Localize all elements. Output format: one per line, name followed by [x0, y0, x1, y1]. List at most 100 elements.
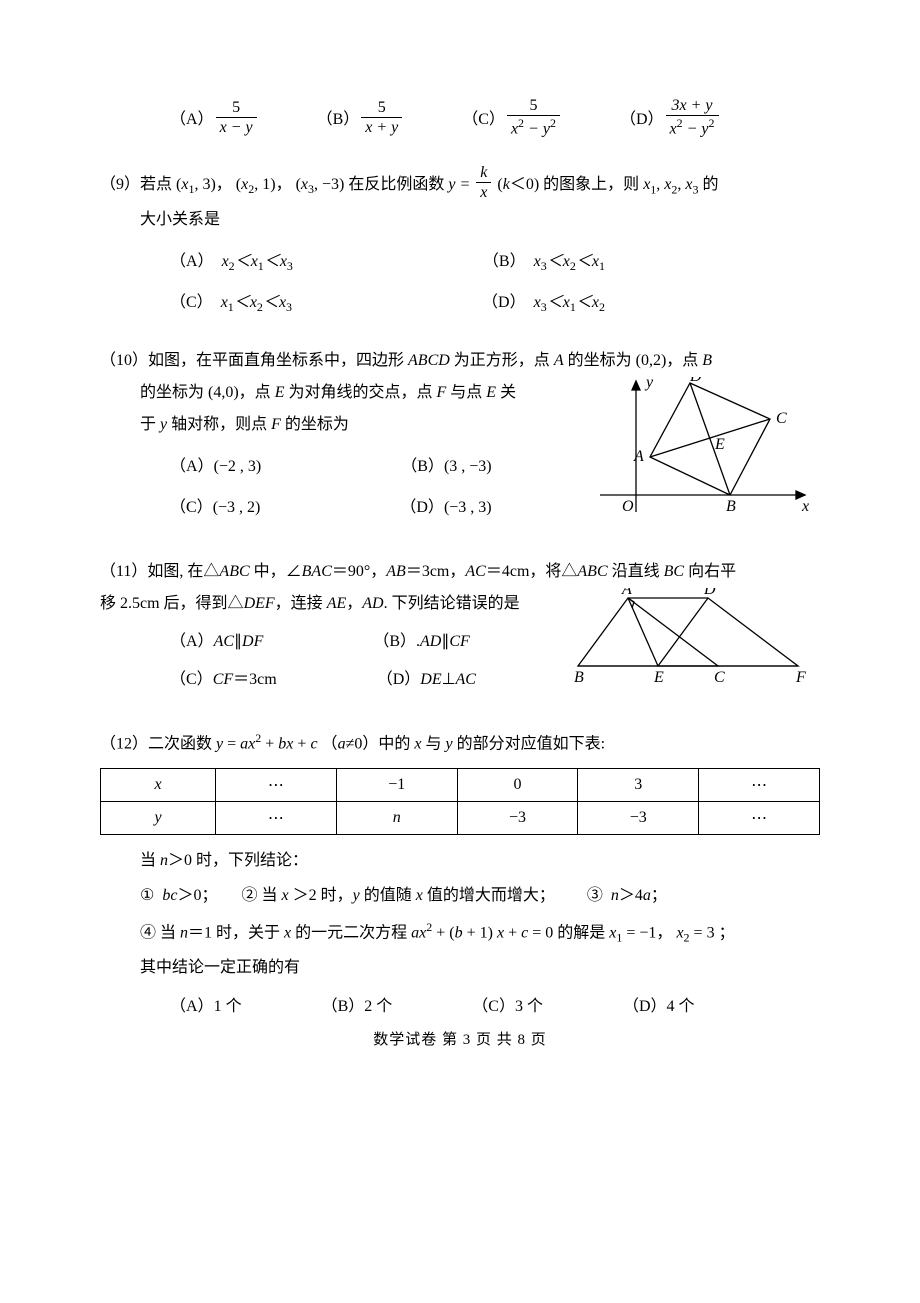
frac-den: x − y: [216, 118, 257, 137]
q12-conds-row1: ① bc＞0； ② 当 x ＞2 时，y 的值随 x 值的增大而增大； ③ n＞…: [100, 878, 820, 913]
q11-opt-b: （B）. AD ∥ CF: [373, 626, 469, 658]
point-a-label: A: [621, 588, 632, 598]
option-label: （B）: [322, 992, 365, 1016]
text: （9）若点: [100, 176, 172, 193]
text: 的: [703, 176, 719, 193]
sub: 2: [248, 182, 254, 196]
q12-line2: 当 n＞0 时，下列结论：: [100, 843, 820, 878]
option-label: （B）: [317, 105, 360, 129]
origin-label: O: [622, 498, 634, 515]
page-footer: 数学试卷 第 3 页 共 8 页: [100, 1028, 820, 1049]
sub: 3: [308, 182, 314, 196]
cond-2: ② 当 x ＞2 时，y 的值随 x 值的增大而增大；: [241, 887, 554, 904]
option-label: （C）: [462, 105, 505, 129]
option-label: （A）: [170, 105, 214, 129]
q12-stem: （12）二次函数 y = ax2 + bx + c （a≠0）中的 x 与 y …: [100, 726, 820, 760]
q9-stem-line1: （9）若点 (x1, 3)， (x2, 1)， (x3, −3) 在反比例函数 …: [100, 163, 820, 203]
q10-opt-a: （A） (−2 , 3): [170, 449, 261, 484]
q8-opt-c: （C） 5 x2 − y2: [462, 96, 562, 139]
q12-line3: 其中结论一定正确的有: [100, 950, 820, 985]
table-cell: n: [336, 802, 457, 835]
text: (k＜0) 的图象上，则: [497, 176, 643, 193]
table-cell: x: [101, 769, 216, 802]
option-label: （C）: [170, 285, 213, 320]
point-c-label: C: [776, 410, 787, 427]
frac-den: x2 − y2: [666, 116, 719, 139]
frac-num: k: [476, 163, 491, 183]
q12-cond-4: ④ 当 n＝1 时，关于 x 的一元二次方程 ax2 + (b + 1) x +…: [100, 914, 820, 951]
text: y =: [448, 176, 470, 193]
table-cell: −3: [457, 802, 578, 835]
option-label: （D）: [377, 664, 421, 696]
q12: （12）二次函数 y = ax2 + bx + c （a≠0）中的 x 与 y …: [100, 726, 820, 1016]
text: 在反比例函数: [348, 176, 448, 193]
point-c-label: C: [714, 669, 725, 686]
q8-opt-d: （D） 3x + y x2 − y2: [620, 96, 721, 139]
q11-opt-d: （D） DE⊥AC: [377, 664, 476, 696]
q10: （10）如图，在平面直角坐标系中，四边形 ABCD 为正方形，点 A 的坐标为 …: [100, 345, 820, 532]
q10-line1: （10）如图，在平面直角坐标系中，四边形 ABCD 为正方形，点 A 的坐标为 …: [100, 345, 820, 377]
q12-opt-c: （C） 3 个: [472, 992, 543, 1016]
q8-opt-a: （A） 5 x − y: [170, 98, 259, 137]
table-cell: −3: [578, 802, 699, 835]
option-label: （B）: [483, 244, 526, 279]
point-b-label: B: [726, 498, 736, 515]
frac-num: 5: [507, 96, 560, 116]
option-label: （A）: [170, 244, 214, 279]
q8-opt-b: （B） 5 x + y: [317, 98, 405, 137]
q11: （11）如图, 在△ABC 中，∠BAC＝90°，AB＝3cm，AC＝4cm，将…: [100, 556, 820, 702]
option-body: 2 个: [364, 992, 392, 1016]
option-label: （A）: [170, 992, 214, 1016]
table-cell: ⋯: [699, 769, 820, 802]
option-body: (3 , −3): [444, 449, 492, 484]
table-row: y ⋯ n −3 −3 ⋯: [101, 802, 820, 835]
q12-opt-d: （D） 4 个: [623, 992, 695, 1016]
frac-num: 5: [216, 98, 257, 118]
q11-line2: 移 2.5cm 后，得到△DEF，连接 AE，AD. 下列结论错误的是: [100, 588, 570, 620]
q11-figure: B E C F A D: [570, 588, 820, 693]
table-cell: y: [101, 802, 216, 835]
table-cell: ⋯: [699, 802, 820, 835]
q12-opt-a: （A） 1 个: [170, 992, 242, 1016]
q9: （9）若点 (x1, 3)， (x2, 1)， (x3, −3) 在反比例函数 …: [100, 163, 820, 321]
table-cell: ⋯: [216, 802, 337, 835]
q10-opt-d: （D） (−3 , 3): [400, 490, 491, 525]
frac-num: 5: [361, 98, 402, 118]
option-body: 3 个: [515, 992, 543, 1016]
q9-opt-d: （D） x3＜x1＜x2: [482, 285, 605, 321]
frac-den: x: [476, 183, 491, 202]
option-label: （D）: [482, 285, 526, 320]
option-body: 1 个: [214, 992, 242, 1016]
q9-opt-a: （A） x2＜x1＜x3: [170, 244, 293, 280]
point-b-label: B: [574, 669, 584, 686]
option-label: （D）: [623, 992, 667, 1016]
option-label: （C）: [170, 664, 213, 696]
table-cell: ⋯: [216, 769, 337, 802]
point-e-label: E: [653, 669, 664, 686]
cond-3: ③ n＞4a；: [587, 887, 667, 904]
option-body: 4 个: [667, 992, 695, 1016]
q12-table: x ⋯ −1 0 3 ⋯ y ⋯ n −3 −3 ⋯: [100, 768, 820, 835]
point-e-label: E: [714, 436, 725, 453]
frac-den: x2 − y2: [507, 116, 560, 139]
table-cell: 3: [578, 769, 699, 802]
q11-opt-a: （A） AC ∥ DF: [170, 626, 263, 658]
point-d-label: D: [703, 588, 716, 598]
q10-line3: 于 y 轴对称，则点 F 的坐标为: [100, 409, 590, 441]
q10-opt-b: （B） (3 , −3): [401, 449, 491, 484]
option-body: (−3 , 3): [444, 490, 492, 525]
table-row: x ⋯ −1 0 3 ⋯: [101, 769, 820, 802]
q10-figure: A B C D E O y x: [590, 377, 820, 532]
q9-opt-c: （C） x1＜x2＜x3: [170, 285, 292, 321]
q9-stem-line2: 大小关系是: [100, 202, 820, 237]
frac-num: 3x + y: [666, 96, 719, 116]
y-axis-label: y: [644, 377, 654, 391]
point-a-label: A: [633, 448, 644, 465]
q10-line2: 的坐标为 (4,0)，点 E 为对角线的交点，点 F 与点 E 关: [100, 377, 590, 409]
option-label: （B）: [401, 449, 444, 484]
frac-den: x + y: [361, 118, 402, 137]
option-label: （B）.: [373, 626, 420, 658]
q8-options: （A） 5 x − y （B） 5 x + y （C） 5 x2 − y2 （D…: [100, 96, 820, 139]
table-cell: −1: [336, 769, 457, 802]
option-label: （D）: [400, 490, 444, 525]
